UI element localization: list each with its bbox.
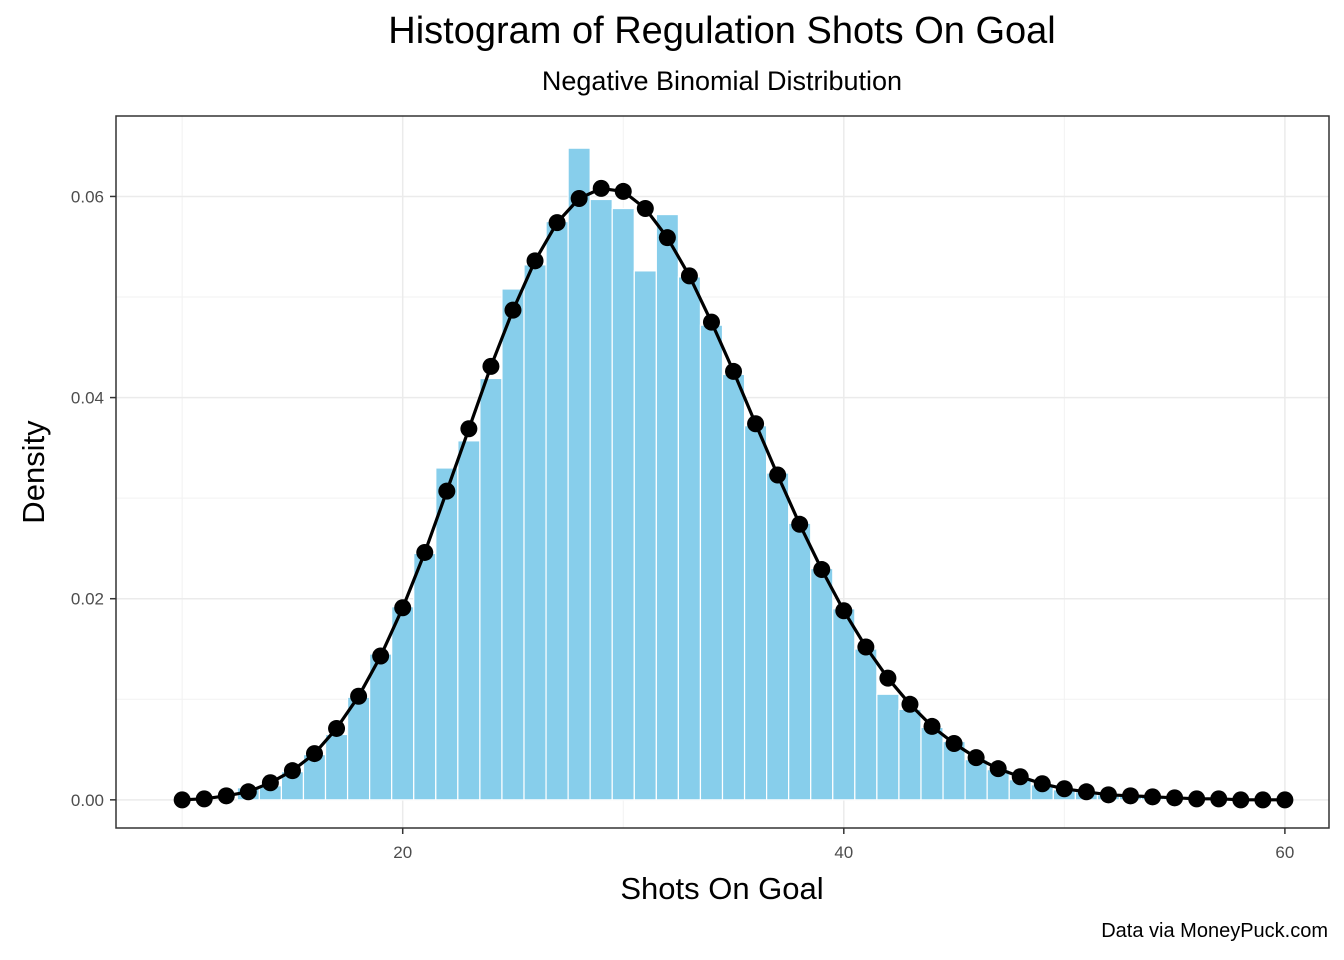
histogram-bar bbox=[854, 648, 878, 801]
histogram-bar bbox=[369, 653, 393, 801]
histogram-bar bbox=[699, 324, 724, 801]
histogram-bar bbox=[501, 288, 525, 801]
histogram-bar bbox=[766, 472, 790, 801]
density-point bbox=[813, 561, 831, 579]
x-tick-label: 60 bbox=[1275, 843, 1294, 862]
density-point bbox=[923, 717, 941, 735]
density-point bbox=[1077, 783, 1095, 801]
density-point bbox=[989, 760, 1007, 778]
density-point bbox=[636, 200, 654, 218]
panel-border bbox=[115, 115, 1330, 829]
histogram-bar bbox=[633, 270, 657, 801]
density-point bbox=[769, 466, 787, 484]
histogram-bar bbox=[655, 213, 679, 801]
density-point bbox=[217, 787, 235, 805]
density-point bbox=[592, 179, 610, 197]
histogram-bar bbox=[920, 726, 944, 801]
chart-caption: Data via MoneyPuck.com bbox=[1101, 920, 1328, 942]
density-point bbox=[526, 252, 544, 270]
density-point bbox=[747, 415, 765, 433]
density-point bbox=[680, 267, 698, 285]
density-point bbox=[614, 182, 632, 200]
histogram-bars bbox=[236, 147, 1275, 801]
histogram-bar bbox=[721, 373, 746, 801]
density-point bbox=[261, 774, 279, 792]
density-point bbox=[1188, 790, 1206, 808]
histogram-bar bbox=[567, 147, 591, 801]
histogram-bar bbox=[589, 198, 613, 801]
histogram-bar bbox=[898, 708, 922, 801]
histogram-bar bbox=[876, 693, 900, 801]
density-point bbox=[548, 214, 566, 232]
chart-title: Histogram of Regulation Shots On Goal bbox=[388, 10, 1056, 52]
density-point bbox=[173, 791, 191, 809]
histogram-bar bbox=[677, 276, 702, 801]
density-point bbox=[1276, 791, 1294, 809]
x-tick-label: 40 bbox=[834, 843, 853, 862]
x-tick-label: 20 bbox=[393, 843, 412, 862]
chart-subtitle: Negative Binomial Distribution bbox=[541, 66, 903, 96]
density-point bbox=[1254, 791, 1272, 809]
y-tick-label: 0.04 bbox=[71, 389, 104, 408]
density-point bbox=[702, 313, 720, 331]
density-point bbox=[967, 749, 985, 767]
density-point bbox=[835, 602, 853, 620]
histogram-bar bbox=[788, 522, 812, 801]
histogram-bar bbox=[810, 567, 834, 801]
x-axis-ticks: 20 40 60 bbox=[393, 828, 1294, 862]
histogram-bar bbox=[457, 440, 481, 801]
density-point bbox=[791, 515, 809, 533]
y-tick-label: 0.00 bbox=[71, 791, 104, 810]
y-axis-title: Density bbox=[16, 420, 51, 524]
density-point bbox=[1210, 790, 1228, 808]
density-point bbox=[1122, 787, 1140, 805]
density-point bbox=[945, 735, 963, 753]
histogram-bar bbox=[391, 606, 415, 801]
histogram-bar bbox=[435, 467, 459, 801]
histogram-bar bbox=[545, 220, 569, 801]
histogram-bar bbox=[479, 377, 503, 801]
histogram-bar bbox=[611, 207, 635, 801]
density-point bbox=[1144, 788, 1162, 806]
density-point bbox=[570, 189, 588, 207]
y-tick-label: 0.06 bbox=[71, 187, 104, 206]
density-point bbox=[438, 482, 456, 500]
density-point bbox=[504, 301, 522, 319]
y-axis-ticks: 0.00 0.02 0.04 0.06 bbox=[71, 187, 116, 810]
density-point bbox=[350, 687, 368, 705]
histogram-bar bbox=[324, 733, 349, 801]
density-point bbox=[305, 745, 323, 763]
density-curve bbox=[173, 179, 1294, 809]
density-point bbox=[901, 695, 919, 713]
x-axis-title: Shots On Goal bbox=[620, 871, 823, 906]
histogram-bar bbox=[743, 425, 768, 801]
density-point bbox=[1055, 780, 1073, 798]
density-point bbox=[482, 357, 500, 375]
histogram-bar bbox=[413, 552, 437, 801]
histogram-bar bbox=[346, 696, 371, 801]
density-point bbox=[239, 783, 257, 801]
density-point bbox=[857, 638, 875, 656]
density-point bbox=[283, 762, 301, 780]
density-point bbox=[1033, 775, 1051, 793]
density-point bbox=[658, 229, 676, 247]
density-point bbox=[1099, 786, 1117, 804]
density-point bbox=[416, 543, 434, 561]
density-point bbox=[195, 790, 213, 808]
density-point bbox=[372, 647, 390, 665]
density-point bbox=[460, 420, 478, 438]
density-point bbox=[879, 669, 897, 687]
density-point bbox=[394, 599, 412, 617]
histogram-bar bbox=[523, 264, 547, 801]
histogram-bar bbox=[832, 608, 856, 801]
density-point bbox=[725, 362, 743, 380]
y-tick-label: 0.02 bbox=[71, 590, 104, 609]
density-point bbox=[1011, 768, 1029, 786]
density-point bbox=[328, 719, 346, 737]
density-point bbox=[1166, 789, 1184, 807]
density-point bbox=[1232, 791, 1250, 809]
